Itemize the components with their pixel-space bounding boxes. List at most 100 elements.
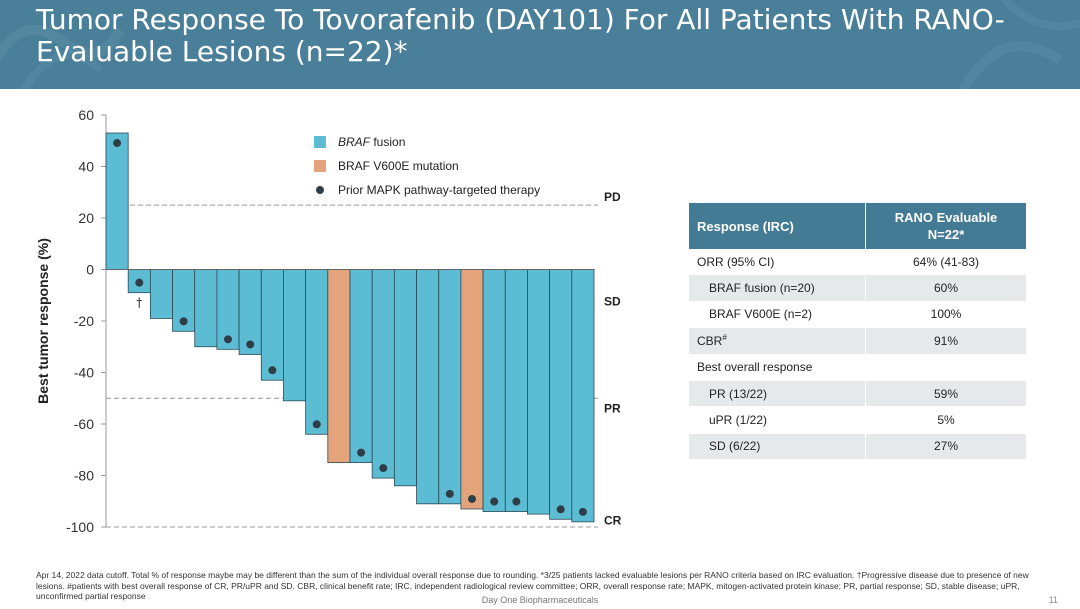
row-label: PR (13/22) — [709, 386, 768, 401]
waterfall-bar — [416, 269, 440, 505]
waterfall-bar — [527, 269, 551, 515]
legend-swatch-v600e — [314, 160, 326, 172]
table-cell-value — [865, 354, 1026, 381]
table-row: SD (6/22) 27% — [689, 433, 1026, 461]
page-number: 11 — [1048, 595, 1058, 605]
table-cell-value: 27% — [865, 433, 1026, 461]
legend-label-v600e: BRAF V600E mutation — [338, 159, 459, 173]
table-row: CBR# 91% — [689, 327, 1026, 355]
legend-label-rest: fusion — [370, 135, 406, 149]
table-row: BRAF V600E (n=2) 100% — [689, 301, 1026, 329]
y-tick-label: -20 — [74, 313, 94, 329]
prior-mapk-dot — [468, 494, 476, 503]
legend-swatch-fusion — [314, 136, 326, 148]
waterfall-bar — [105, 132, 129, 270]
row-label: BRAF V600E (n=2) — [709, 307, 813, 322]
row-label: CBR — [697, 334, 723, 349]
table-cell-label: PR (13/22) — [689, 380, 866, 408]
row-label: uPR (1/22) — [709, 413, 768, 428]
reference-label: PR — [604, 401, 621, 415]
table-cell-label: SD (6/22) — [689, 433, 866, 461]
table-cell-value: 91% — [865, 327, 1026, 355]
table-row: PR (13/22) 59% — [689, 380, 1026, 408]
table-cell-label: BRAF fusion (n=20) — [689, 274, 866, 302]
prior-mapk-dot — [113, 139, 122, 148]
waterfall-bar — [549, 269, 573, 520]
table-cell-label: Best overall response — [689, 354, 866, 381]
title-banner: Tumor Response To Tovorafenib (DAY101) F… — [0, 0, 1080, 89]
reference-label: SD — [604, 294, 621, 308]
prior-mapk-dot — [179, 317, 188, 326]
table-header-rano-line1: RANO Evaluable — [894, 210, 998, 225]
footnote: Apr 14, 2022 data cutoff. Total % of res… — [36, 570, 1029, 601]
page-title: Tumor Response To Tovorafenib (DAY101) F… — [36, 3, 1005, 68]
legend-dot-icon — [316, 186, 324, 194]
legend-item-v600e: BRAF V600E mutation — [314, 154, 540, 178]
table-row: BRAF fusion (n=20) 60% — [689, 274, 1026, 302]
table-cell-value: 64% (41-83) — [865, 249, 1026, 276]
waterfall-bar — [349, 269, 373, 464]
y-tick-label: -80 — [74, 468, 94, 484]
prior-mapk-dot — [379, 464, 388, 473]
table-header-rano: RANO Evaluable N=22* — [865, 203, 1026, 249]
table-row: uPR (1/22) 5% — [689, 406, 1026, 434]
waterfall-bar — [371, 269, 395, 479]
legend-label-prior-mapk: Prior MAPK pathway-targeted therapy — [338, 183, 541, 197]
row-label: ORR (95% CI) — [697, 254, 775, 269]
waterfall-bar — [571, 269, 595, 523]
waterfall-bar — [149, 269, 173, 319]
prior-mapk-dot — [312, 420, 321, 429]
footer-company: Day One Biopharmaceuticals — [481, 595, 599, 605]
prior-mapk-dot — [246, 340, 255, 349]
prior-mapk-dot — [135, 278, 144, 287]
waterfall-bar — [504, 269, 528, 512]
reference-label: PD — [604, 190, 621, 204]
row-label: SD (6/22) — [709, 439, 761, 454]
prior-mapk-dot — [490, 497, 499, 506]
waterfall-bar — [438, 269, 462, 505]
table-cell-value: 100% — [865, 301, 1026, 329]
y-tick-label: 20 — [78, 210, 94, 226]
table-header-response: Response (IRC) — [689, 203, 866, 249]
legend-item-braf-fusion: BRAF fusion — [314, 130, 540, 154]
prior-mapk-dot — [268, 366, 277, 375]
table-cell-label: BRAF V600E (n=2) — [689, 301, 866, 329]
waterfall-bar — [260, 269, 284, 381]
table-cell-value: 60% — [865, 274, 1026, 302]
row-label: BRAF fusion (n=20) — [709, 281, 815, 296]
table-cell-label: uPR (1/22) — [689, 406, 866, 434]
table-cell-value: 59% — [865, 380, 1026, 408]
prior-mapk-dot — [578, 507, 587, 516]
y-tick-label: 60 — [78, 107, 94, 123]
y-tick-label: 0 — [86, 262, 94, 278]
waterfall-bar — [283, 269, 307, 402]
waterfall-bar — [194, 269, 218, 348]
table-body: ORR (95% CI) 64% (41-83) BRAF fusion (n=20… — [689, 249, 1026, 461]
waterfall-bar — [460, 269, 484, 510]
table-row: Best overall response — [689, 354, 1026, 381]
legend-label-italic: BRAF — [338, 135, 371, 149]
y-axis-label: Best tumor response (%) — [35, 238, 51, 404]
waterfall-bar — [305, 269, 329, 435]
waterfall-chart: 60 40 20 0 -20 -40 -60 -80 -100 Best tumor respon… — [35, 107, 622, 535]
prior-mapk-dot — [445, 489, 454, 498]
legend-item-prior-mapk: Prior MAPK pathway-targeted therapy — [314, 178, 540, 202]
y-tick-label: -60 — [74, 416, 94, 432]
prior-mapk-dot — [224, 335, 232, 344]
table-cell-label: CBR# — [689, 327, 866, 355]
table-header-row: Response (IRC) RANO Evaluable N=22* — [689, 203, 1026, 249]
chart-legend: BRAF fusion BRAF V600E mutation Prior MA… — [314, 130, 540, 202]
waterfall-bar — [393, 269, 417, 487]
reference-label: CR — [604, 513, 622, 527]
y-tick-label: -100 — [66, 519, 94, 535]
bar-marker: † — [136, 296, 142, 310]
table-header-rano-line2: N=22* — [927, 227, 965, 242]
table-cell-label: ORR (95% CI) — [689, 249, 866, 276]
prior-mapk-dot — [512, 497, 521, 506]
table-cell-value: 5% — [865, 406, 1026, 434]
y-tick-label: -40 — [74, 365, 94, 381]
row-label-superscript: # — [722, 333, 727, 343]
prior-mapk-dot — [357, 448, 366, 457]
prior-mapk-dot — [556, 505, 565, 514]
response-table: Response (IRC) RANO Evaluable N=22* ORR … — [689, 203, 1026, 461]
